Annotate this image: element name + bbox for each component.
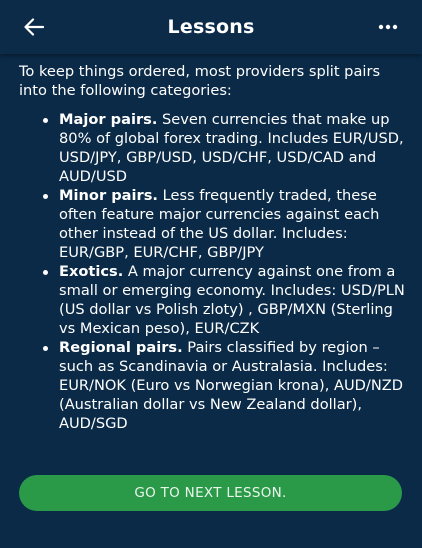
more-horizontal-icon bbox=[378, 24, 398, 30]
category-term: Minor pairs. bbox=[59, 187, 158, 204]
lesson-content: To keep things ordered, most providers s… bbox=[19, 62, 411, 433]
bullet-icon bbox=[43, 194, 48, 199]
app-bar: Lessons bbox=[0, 0, 422, 54]
list-item: Regional pairs. Pairs classified by regi… bbox=[59, 338, 411, 433]
list-item: Exotics. A major currency against one fr… bbox=[59, 262, 411, 338]
arrow-left-icon bbox=[24, 18, 44, 36]
back-button[interactable] bbox=[14, 12, 54, 42]
category-list: Major pairs. Seven currencies that make … bbox=[19, 110, 411, 433]
lesson-intro: To keep things ordered, most providers s… bbox=[19, 62, 411, 100]
page-title: Lessons bbox=[60, 0, 362, 54]
list-item: Minor pairs. Less frequently traded, the… bbox=[59, 186, 411, 262]
next-lesson-button[interactable]: GO TO NEXT LESSON. bbox=[19, 475, 402, 511]
category-term: Exotics. bbox=[59, 263, 123, 280]
more-options-button[interactable] bbox=[368, 12, 408, 42]
bullet-icon bbox=[43, 346, 48, 351]
bullet-icon bbox=[43, 270, 48, 275]
bullet-icon bbox=[43, 118, 48, 123]
category-term: Regional pairs. bbox=[59, 339, 183, 356]
category-term: Major pairs. bbox=[59, 111, 157, 128]
list-item: Major pairs. Seven currencies that make … bbox=[59, 110, 411, 186]
